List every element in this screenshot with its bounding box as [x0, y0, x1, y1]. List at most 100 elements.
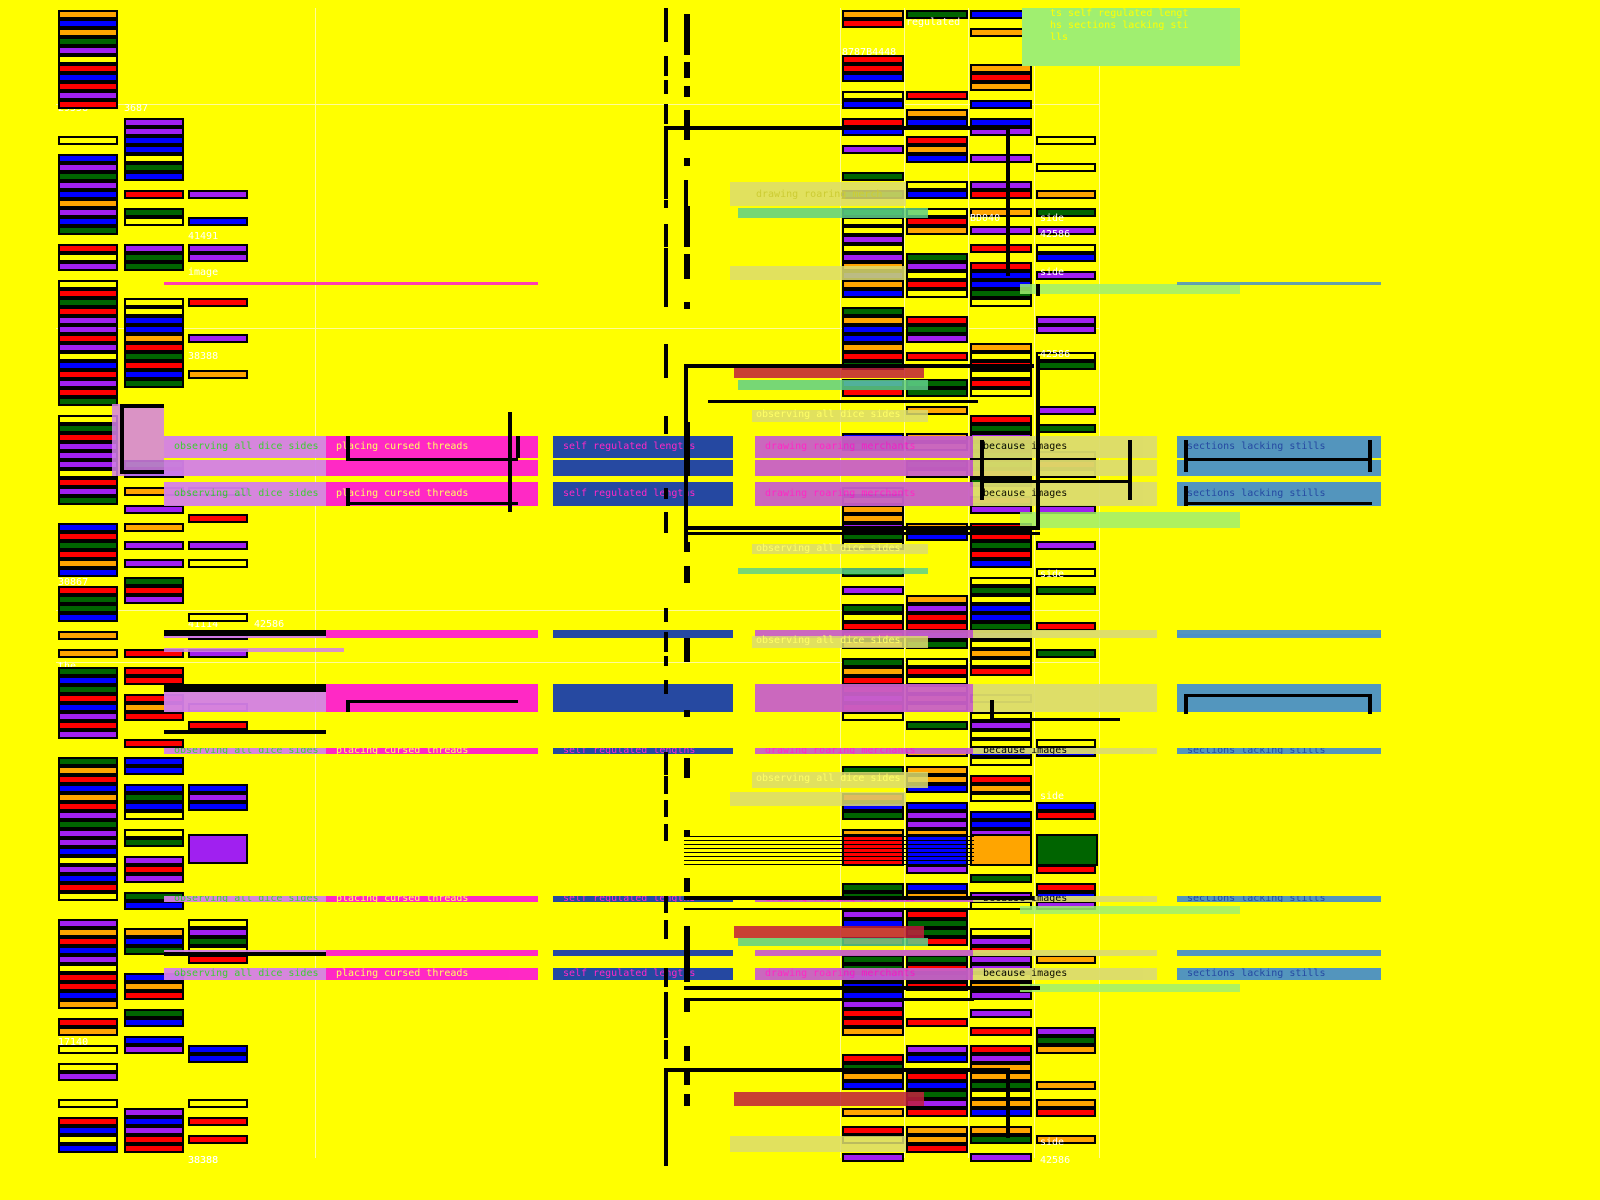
cell: [188, 244, 248, 253]
cell: [1036, 406, 1096, 415]
cell: [970, 721, 1032, 730]
cell: [124, 262, 184, 271]
cell: [906, 1081, 968, 1090]
frame-line: [664, 416, 668, 434]
cell: [58, 100, 118, 109]
cell: [188, 955, 248, 964]
frame-line: [346, 700, 518, 703]
cell: [906, 1144, 968, 1153]
stripe-because: because images: [973, 482, 1157, 506]
cell: [188, 928, 248, 937]
cell: [906, 316, 968, 325]
stripe-label: sections lacking stills: [1187, 968, 1326, 979]
cell: [188, 613, 248, 622]
stripe-placing: placing cursed threads: [326, 748, 538, 754]
frame-line: [684, 758, 690, 778]
cell: [1036, 541, 1096, 550]
stripe-sections: sections lacking stills: [1177, 436, 1381, 458]
cell: [970, 928, 1032, 937]
frame-line: [684, 158, 690, 166]
cell: [58, 199, 118, 208]
cell: [906, 145, 968, 154]
cell: [58, 1099, 118, 1108]
cell: [906, 352, 968, 361]
frame-line: [664, 680, 668, 694]
frame-line: [664, 126, 1010, 130]
overlay-bar: [730, 792, 906, 806]
stripe-label: sections lacking stills: [1187, 488, 1326, 499]
cell: [970, 64, 1032, 73]
cell: [188, 793, 248, 802]
cell: [970, 388, 1032, 397]
stripe-placing: placing cursed threads: [326, 896, 538, 902]
cell: [970, 1054, 1032, 1063]
cell: [188, 253, 248, 262]
note-line: hs sections lacking sti: [1050, 20, 1189, 31]
cell: [58, 181, 118, 190]
frame-line: [1184, 458, 1372, 461]
overlay-bar: [752, 772, 928, 788]
cell: [970, 991, 1032, 1000]
cell: [1036, 1045, 1096, 1054]
cell: [58, 163, 118, 172]
cell: [1036, 883, 1096, 892]
stripe-drawing: drawing roaring merchants: [755, 748, 973, 754]
cell: [58, 226, 118, 235]
frame-line: [684, 950, 690, 976]
overlay-label: regulated: [906, 17, 961, 28]
cell: [970, 352, 1032, 361]
row-label: 38388: [188, 351, 219, 362]
cell: [58, 1126, 118, 1135]
frame-line: [664, 8, 668, 35]
frame-line: [684, 856, 974, 857]
cell: [124, 1009, 184, 1018]
frame-line: [684, 844, 974, 845]
frame-line: [664, 176, 668, 199]
cell: [188, 217, 248, 226]
stripe-label: placing cursed threads: [336, 896, 469, 902]
overlay-bar: [1177, 282, 1381, 285]
frame-line: [664, 896, 668, 913]
cell: [58, 388, 118, 397]
cell: [842, 73, 904, 82]
stripe-observing: observing all dice sides: [164, 482, 326, 506]
cell: [124, 559, 184, 568]
cell: [970, 505, 1032, 514]
stripe-because: because images: [973, 748, 1157, 754]
frame-line: [346, 488, 350, 506]
overlay-bar: [1020, 906, 1240, 914]
stripe-observing: [164, 460, 326, 476]
stripe-label: drawing roaring merchants: [765, 748, 916, 754]
overlay-bar: [730, 1136, 906, 1152]
cell: [842, 352, 904, 361]
frame-line: [120, 404, 124, 474]
cell: [906, 91, 968, 100]
cell: [1036, 325, 1096, 334]
cell: [842, 226, 904, 235]
cell: [970, 604, 1032, 613]
cell: [58, 811, 118, 820]
stripe-drawing: drawing roaring merchants: [755, 968, 973, 980]
stripe-label: self regulated lengths: [563, 488, 696, 499]
cell: [906, 226, 968, 235]
cell: [842, 1009, 904, 1018]
cell: [58, 1072, 118, 1081]
cell: [906, 253, 968, 262]
cell: [58, 685, 118, 694]
cell: [906, 1018, 968, 1027]
cell: [970, 613, 1032, 622]
frame-line: [164, 684, 326, 692]
cell: [58, 955, 118, 964]
frame-line: [684, 302, 690, 309]
cell: [906, 811, 968, 820]
cell: [970, 901, 1032, 910]
cell: [58, 325, 118, 334]
cell: [124, 541, 184, 550]
cell: [188, 298, 248, 307]
frame-line: [664, 1040, 668, 1059]
overlay-label: 8787B4448: [842, 47, 897, 58]
cell: [58, 721, 118, 730]
cell: [58, 937, 118, 946]
cell: [906, 388, 968, 397]
cell: [970, 811, 1032, 820]
